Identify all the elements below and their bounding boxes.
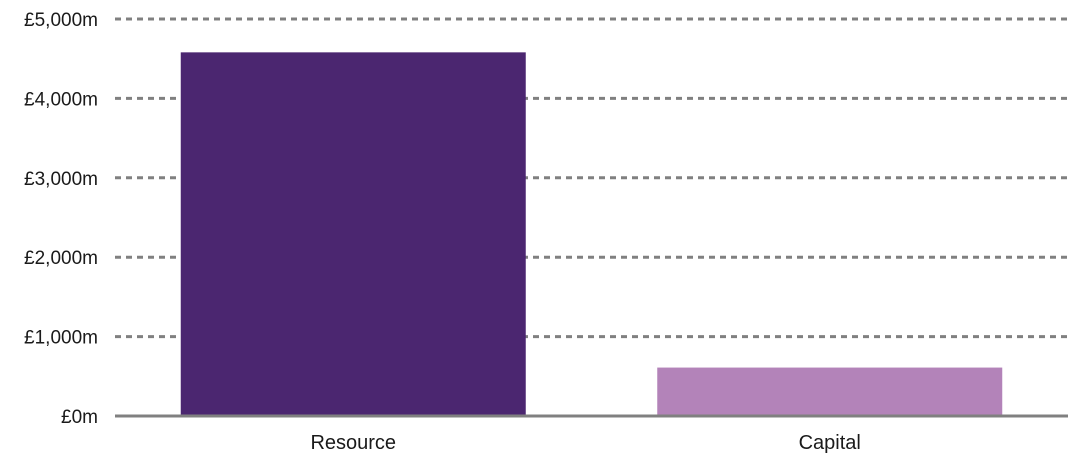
y-tick-label: £2,000m <box>24 248 98 269</box>
bars <box>180 52 1003 417</box>
y-tick-label: £4,000m <box>24 89 98 110</box>
x-category-label: Resource <box>310 432 396 454</box>
y-tick-label: £5,000m <box>24 10 98 31</box>
y-tick-label: £1,000m <box>24 328 98 349</box>
y-tick-label: £3,000m <box>24 169 98 190</box>
bar-capital <box>657 367 1003 416</box>
y-tick-label: £0m <box>61 407 98 428</box>
bar-resource <box>180 52 526 417</box>
y-axis-tick-labels: £0m £1,000m £2,000m £3,000m £4,000m £5,000m <box>24 10 98 428</box>
x-axis-category-labels: Resource Capital <box>310 432 860 454</box>
x-category-label: Capital <box>799 432 861 454</box>
